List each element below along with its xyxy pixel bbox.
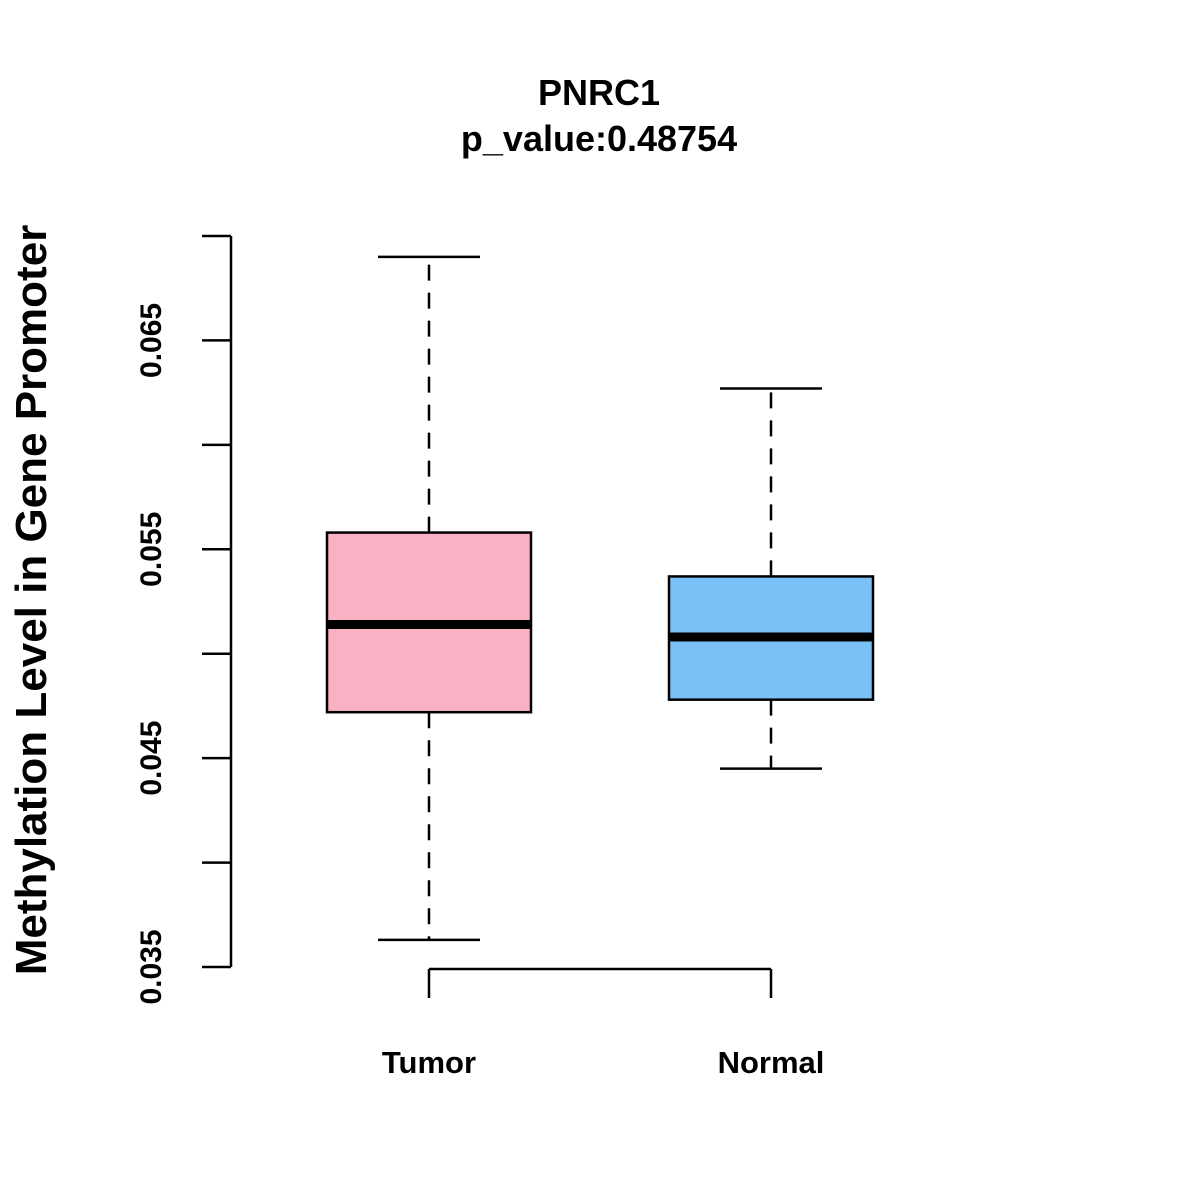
chart-title: PNRC1: [538, 72, 660, 113]
y-tick-label: 0.035: [135, 929, 168, 1004]
boxes-group: [325, 255, 875, 942]
y-tick-label: 0.065: [135, 303, 168, 378]
box-tumor: [325, 255, 533, 942]
x-tick-label-tumor: Tumor: [382, 1045, 476, 1080]
x-axis: Tumor Normal: [382, 967, 825, 1080]
y-axis: 0.035 0.045 0.055 0.065: [135, 234, 233, 1005]
x-tick-label-normal: Normal: [718, 1045, 825, 1080]
y-tick-label: 0.055: [135, 512, 168, 587]
y-axis-label: Methylation Level in Gene Promoter: [7, 225, 56, 976]
y-tick-label: 0.045: [135, 721, 168, 796]
box-normal: [667, 387, 875, 770]
chart-subtitle: p_value:0.48754: [461, 118, 737, 159]
